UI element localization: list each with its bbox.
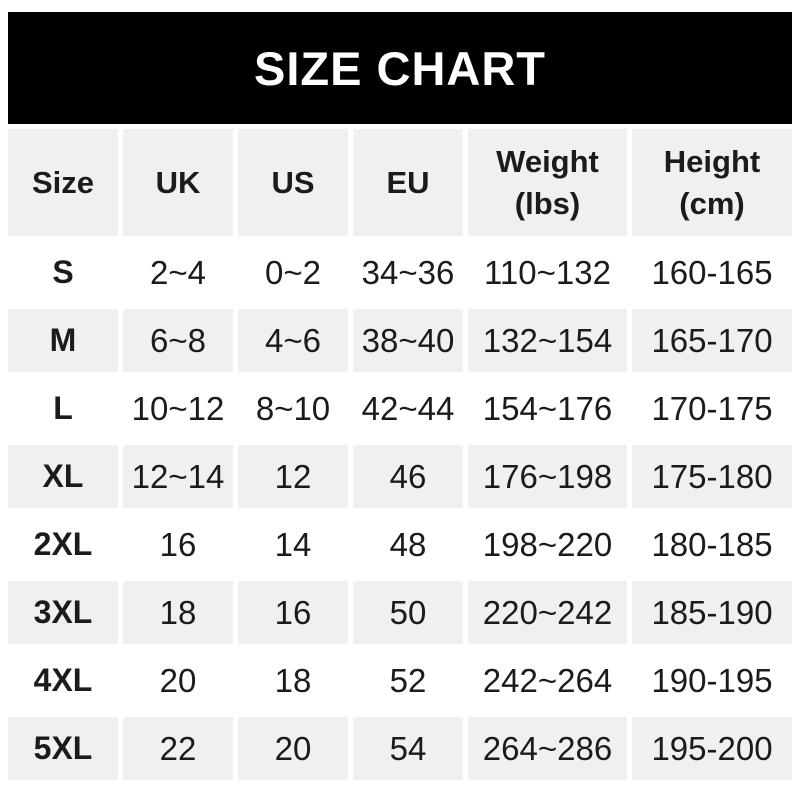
cell-uk: 6~8 — [123, 309, 233, 372]
column-header-size: Size — [8, 129, 118, 236]
column-header-label: Height — [663, 143, 761, 179]
cell-eu: 34~36 — [353, 241, 463, 304]
cell-height: 190-195 — [632, 649, 792, 712]
cell-us: 4~6 — [238, 309, 348, 372]
column-header-label: Weight — [496, 143, 599, 179]
cell-height: 180-185 — [632, 513, 792, 576]
cell-height: 160-165 — [632, 241, 792, 304]
cell-weight: 242~264 — [468, 649, 627, 712]
column-header-height: Height (cm) — [632, 129, 792, 236]
cell-us: 20 — [238, 717, 348, 780]
cell-weight: 132~154 — [468, 309, 627, 372]
column-header-weight: Weight (lbs) — [468, 129, 627, 236]
column-header-sublabel: (lbs) — [514, 185, 581, 221]
cell-us: 16 — [238, 581, 348, 644]
size-label-cell: 5XL — [8, 717, 118, 780]
cell-weight: 220~242 — [468, 581, 627, 644]
column-header-label: Size — [31, 164, 95, 200]
size-label-cell: 4XL — [8, 649, 118, 712]
cell-uk: 2~4 — [123, 241, 233, 304]
cell-weight: 264~286 — [468, 717, 627, 780]
cell-height: 185-190 — [632, 581, 792, 644]
column-header-label: EU — [386, 164, 430, 200]
cell-uk: 18 — [123, 581, 233, 644]
cell-weight: 176~198 — [468, 445, 627, 508]
cell-eu: 54 — [353, 717, 463, 780]
column-header-label: US — [271, 164, 315, 200]
cell-us: 18 — [238, 649, 348, 712]
page-title: SIZE CHART — [254, 41, 546, 95]
cell-uk: 10~12 — [123, 377, 233, 440]
cell-height: 195-200 — [632, 717, 792, 780]
cell-us: 8~10 — [238, 377, 348, 440]
cell-weight: 198~220 — [468, 513, 627, 576]
size-label-cell: 2XL — [8, 513, 118, 576]
cell-eu: 48 — [353, 513, 463, 576]
column-header-us: US — [238, 129, 348, 236]
cell-eu: 50 — [353, 581, 463, 644]
cell-eu: 52 — [353, 649, 463, 712]
size-label-cell: L — [8, 377, 118, 440]
column-header-label: UK — [155, 164, 201, 200]
cell-uk: 12~14 — [123, 445, 233, 508]
cell-uk: 16 — [123, 513, 233, 576]
cell-us: 12 — [238, 445, 348, 508]
cell-eu: 46 — [353, 445, 463, 508]
size-label-cell: S — [8, 241, 118, 304]
cell-weight: 110~132 — [468, 241, 627, 304]
cell-weight: 154~176 — [468, 377, 627, 440]
column-header-eu: EU — [353, 129, 463, 236]
cell-uk: 22 — [123, 717, 233, 780]
size-label-cell: 3XL — [8, 581, 118, 644]
banner: SIZE CHART — [8, 12, 792, 124]
cell-height: 175-180 — [632, 445, 792, 508]
cell-eu: 38~40 — [353, 309, 463, 372]
cell-eu: 42~44 — [353, 377, 463, 440]
cell-height: 170-175 — [632, 377, 792, 440]
cell-us: 0~2 — [238, 241, 348, 304]
column-header-uk: UK — [123, 129, 233, 236]
cell-uk: 20 — [123, 649, 233, 712]
column-header-sublabel: (cm) — [679, 185, 745, 221]
size-label-cell: XL — [8, 445, 118, 508]
cell-us: 14 — [238, 513, 348, 576]
cell-height: 165-170 — [632, 309, 792, 372]
size-chart-table: Size UK US EU Weight (lbs) Height (cm) S 2~4 0~2 34… — [8, 129, 792, 780]
size-label-cell: M — [8, 309, 118, 372]
